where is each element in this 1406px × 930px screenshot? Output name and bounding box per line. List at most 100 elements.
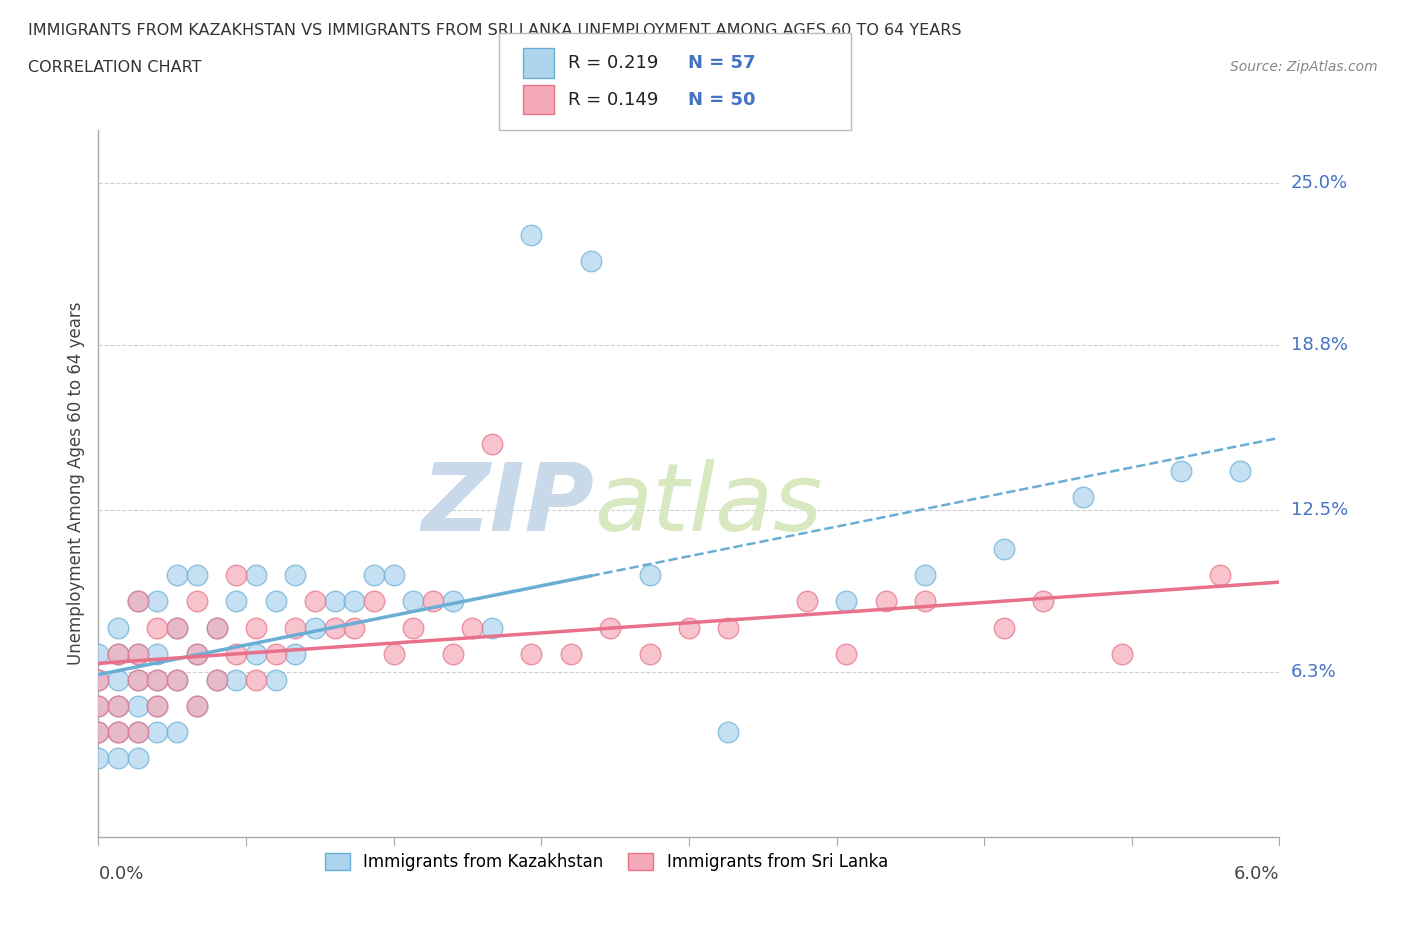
- Point: [127, 594, 149, 609]
- Point: [87, 646, 110, 661]
- Point: [422, 594, 444, 609]
- Point: [284, 620, 307, 635]
- Point: [107, 672, 129, 687]
- Point: [166, 568, 188, 583]
- Point: [579, 254, 602, 269]
- Text: N = 50: N = 50: [688, 90, 755, 109]
- Point: [914, 594, 936, 609]
- Point: [166, 620, 188, 635]
- Point: [520, 228, 543, 243]
- Text: R = 0.149: R = 0.149: [568, 90, 658, 109]
- Point: [245, 568, 267, 583]
- Point: [1071, 489, 1094, 504]
- Point: [127, 646, 149, 661]
- Point: [638, 646, 661, 661]
- Point: [127, 646, 149, 661]
- Point: [127, 751, 149, 766]
- Point: [717, 724, 740, 739]
- Point: [186, 568, 208, 583]
- Text: 0.0%: 0.0%: [98, 865, 143, 884]
- Point: [284, 646, 307, 661]
- Point: [127, 724, 149, 739]
- Point: [304, 620, 326, 635]
- Point: [323, 594, 346, 609]
- Point: [186, 698, 208, 713]
- Point: [402, 594, 425, 609]
- Point: [796, 594, 818, 609]
- Point: [382, 646, 405, 661]
- Point: [245, 646, 267, 661]
- Point: [186, 594, 208, 609]
- Point: [835, 594, 858, 609]
- Point: [1170, 463, 1192, 478]
- Point: [520, 646, 543, 661]
- Point: [343, 620, 366, 635]
- Point: [205, 672, 228, 687]
- Point: [264, 594, 287, 609]
- Point: [461, 620, 484, 635]
- Text: 25.0%: 25.0%: [1291, 174, 1348, 192]
- Point: [678, 620, 700, 635]
- Point: [146, 672, 169, 687]
- Point: [186, 698, 208, 713]
- Point: [993, 541, 1015, 556]
- Point: [107, 646, 129, 661]
- Point: [146, 620, 169, 635]
- Point: [205, 620, 228, 635]
- Point: [717, 620, 740, 635]
- Point: [402, 620, 425, 635]
- Point: [205, 620, 228, 635]
- Point: [225, 672, 247, 687]
- Point: [560, 646, 582, 661]
- Point: [146, 594, 169, 609]
- Point: [441, 594, 464, 609]
- Point: [225, 646, 247, 661]
- Point: [107, 698, 129, 713]
- Text: 6.0%: 6.0%: [1234, 865, 1279, 884]
- Text: N = 57: N = 57: [688, 54, 755, 73]
- Y-axis label: Unemployment Among Ages 60 to 64 years: Unemployment Among Ages 60 to 64 years: [66, 302, 84, 665]
- Point: [205, 672, 228, 687]
- Point: [914, 568, 936, 583]
- Point: [1209, 568, 1232, 583]
- Point: [146, 646, 169, 661]
- Point: [993, 620, 1015, 635]
- Text: IMMIGRANTS FROM KAZAKHSTAN VS IMMIGRANTS FROM SRI LANKA UNEMPLOYMENT AMONG AGES : IMMIGRANTS FROM KAZAKHSTAN VS IMMIGRANTS…: [28, 23, 962, 38]
- Point: [363, 594, 385, 609]
- Point: [304, 594, 326, 609]
- Text: CORRELATION CHART: CORRELATION CHART: [28, 60, 201, 75]
- Text: R = 0.219: R = 0.219: [568, 54, 658, 73]
- Point: [127, 698, 149, 713]
- Point: [835, 646, 858, 661]
- Point: [284, 568, 307, 583]
- Point: [323, 620, 346, 635]
- Point: [225, 594, 247, 609]
- Point: [127, 724, 149, 739]
- Point: [146, 724, 169, 739]
- Point: [638, 568, 661, 583]
- Point: [87, 724, 110, 739]
- Point: [186, 646, 208, 661]
- Point: [87, 672, 110, 687]
- Point: [245, 620, 267, 635]
- Text: Source: ZipAtlas.com: Source: ZipAtlas.com: [1230, 60, 1378, 74]
- Point: [1032, 594, 1054, 609]
- Point: [245, 672, 267, 687]
- Point: [225, 568, 247, 583]
- Point: [186, 646, 208, 661]
- Point: [343, 594, 366, 609]
- Point: [127, 672, 149, 687]
- Text: 18.8%: 18.8%: [1291, 336, 1347, 353]
- Point: [166, 724, 188, 739]
- Point: [166, 672, 188, 687]
- Point: [875, 594, 897, 609]
- Point: [107, 724, 129, 739]
- Legend: Immigrants from Kazakhstan, Immigrants from Sri Lanka: Immigrants from Kazakhstan, Immigrants f…: [318, 846, 894, 878]
- Point: [1111, 646, 1133, 661]
- Point: [599, 620, 621, 635]
- Point: [87, 672, 110, 687]
- Point: [107, 724, 129, 739]
- Point: [87, 751, 110, 766]
- Point: [87, 698, 110, 713]
- Point: [87, 698, 110, 713]
